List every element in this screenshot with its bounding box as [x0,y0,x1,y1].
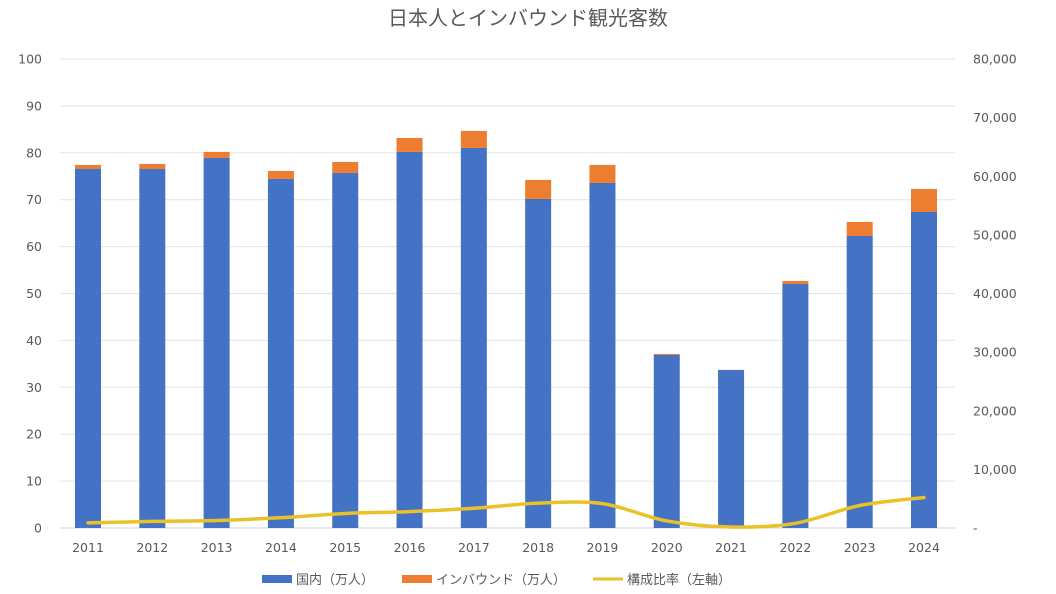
bar-domestic [267,178,294,528]
bar-domestic [846,235,873,528]
bar-inbound [267,170,294,179]
right-tick-label: 60,000 [973,169,1017,184]
left-tick-label: 90 [26,98,42,113]
x-tick-label: 2023 [844,540,876,555]
left-axis-ticks: 0 10 20 30 40 50 60 70 80 90 100 [18,52,42,536]
left-tick-label: 80 [26,145,42,160]
x-tick-label: 2011 [72,540,104,555]
bar-inbound [525,179,552,199]
legend-label: 国内（万人） [296,572,374,588]
x-tick-label: 2013 [201,540,233,555]
x-tick-label: 2024 [908,540,940,555]
right-tick-label: 30,000 [973,345,1017,360]
bar-inbound [589,164,616,183]
left-tick-label: 70 [26,192,42,207]
left-tick-label: 60 [26,239,42,254]
bar-inbound [911,188,937,212]
x-tick-label: 2019 [587,540,619,555]
bar-domestic [203,157,230,529]
x-tick-label: 2022 [779,540,811,555]
bar-domestic [460,147,487,528]
left-tick-label: 40 [26,333,42,348]
legend: 国内（万人） インバウンド（万人） 構成比率（左軸） [262,572,731,588]
x-tick-label: 2017 [458,540,490,555]
x-tick-label: 2012 [136,540,168,555]
left-tick-label: 0 [34,521,42,536]
right-tick-label: 50,000 [973,227,1017,242]
ratio-line [86,495,926,529]
bar-domestic [653,354,680,528]
left-tick-label: 10 [26,474,42,489]
x-tick-label: 2020 [651,540,683,555]
bar-inbound [653,354,680,355]
legend-label: 構成比率（左軸） [627,572,731,588]
bar-domestic [589,182,616,529]
bars [75,130,937,529]
x-tick-label: 2016 [394,540,426,555]
bar-domestic [782,283,809,528]
right-tick-label: 70,000 [973,110,1017,125]
bar-domestic [139,168,166,528]
right-axis-ticks: - 10,000 20,000 30,000 40,000 50,000 60,000 70,… [973,52,1017,536]
legend-label: インバウンド（万人） [436,573,566,588]
x-tick-label: 2015 [329,540,361,555]
chart-title: 日本人とインバウンド観光客数 [388,6,668,30]
right-tick-label: - [973,521,978,536]
legend-swatch [402,575,432,583]
left-tick-label: 20 [26,427,42,442]
bar-domestic [718,370,745,528]
bar-inbound [782,280,809,284]
bar-domestic [396,151,423,528]
bar-domestic [911,211,937,528]
right-tick-label: 80,000 [973,52,1017,67]
right-tick-label: 10,000 [973,462,1017,477]
bar-inbound [75,164,101,169]
bar-inbound [139,163,166,169]
right-tick-label: 20,000 [973,403,1017,418]
bar-inbound [396,137,423,152]
ratio-line-path [86,495,926,529]
x-tick-label: 2014 [265,540,297,555]
bar-inbound [460,130,487,148]
x-tick-label: 2021 [715,540,747,555]
right-tick-label: 40,000 [973,286,1017,301]
bar-inbound [846,221,873,236]
left-tick-label: 30 [26,380,42,395]
bar-inbound [203,151,230,158]
x-tick-label: 2018 [522,540,554,555]
bar-domestic [525,198,552,529]
bar-domestic [75,168,101,528]
legend-swatch [262,575,292,583]
x-axis-ticks: 2011 2012 2013 2014 2015 2016 2017 2018 2019 2020… [72,540,940,555]
gridlines [60,58,955,529]
bar-domestic [332,172,359,529]
left-tick-label: 50 [26,286,42,301]
left-tick-label: 100 [18,52,42,67]
bar-inbound [332,161,359,173]
